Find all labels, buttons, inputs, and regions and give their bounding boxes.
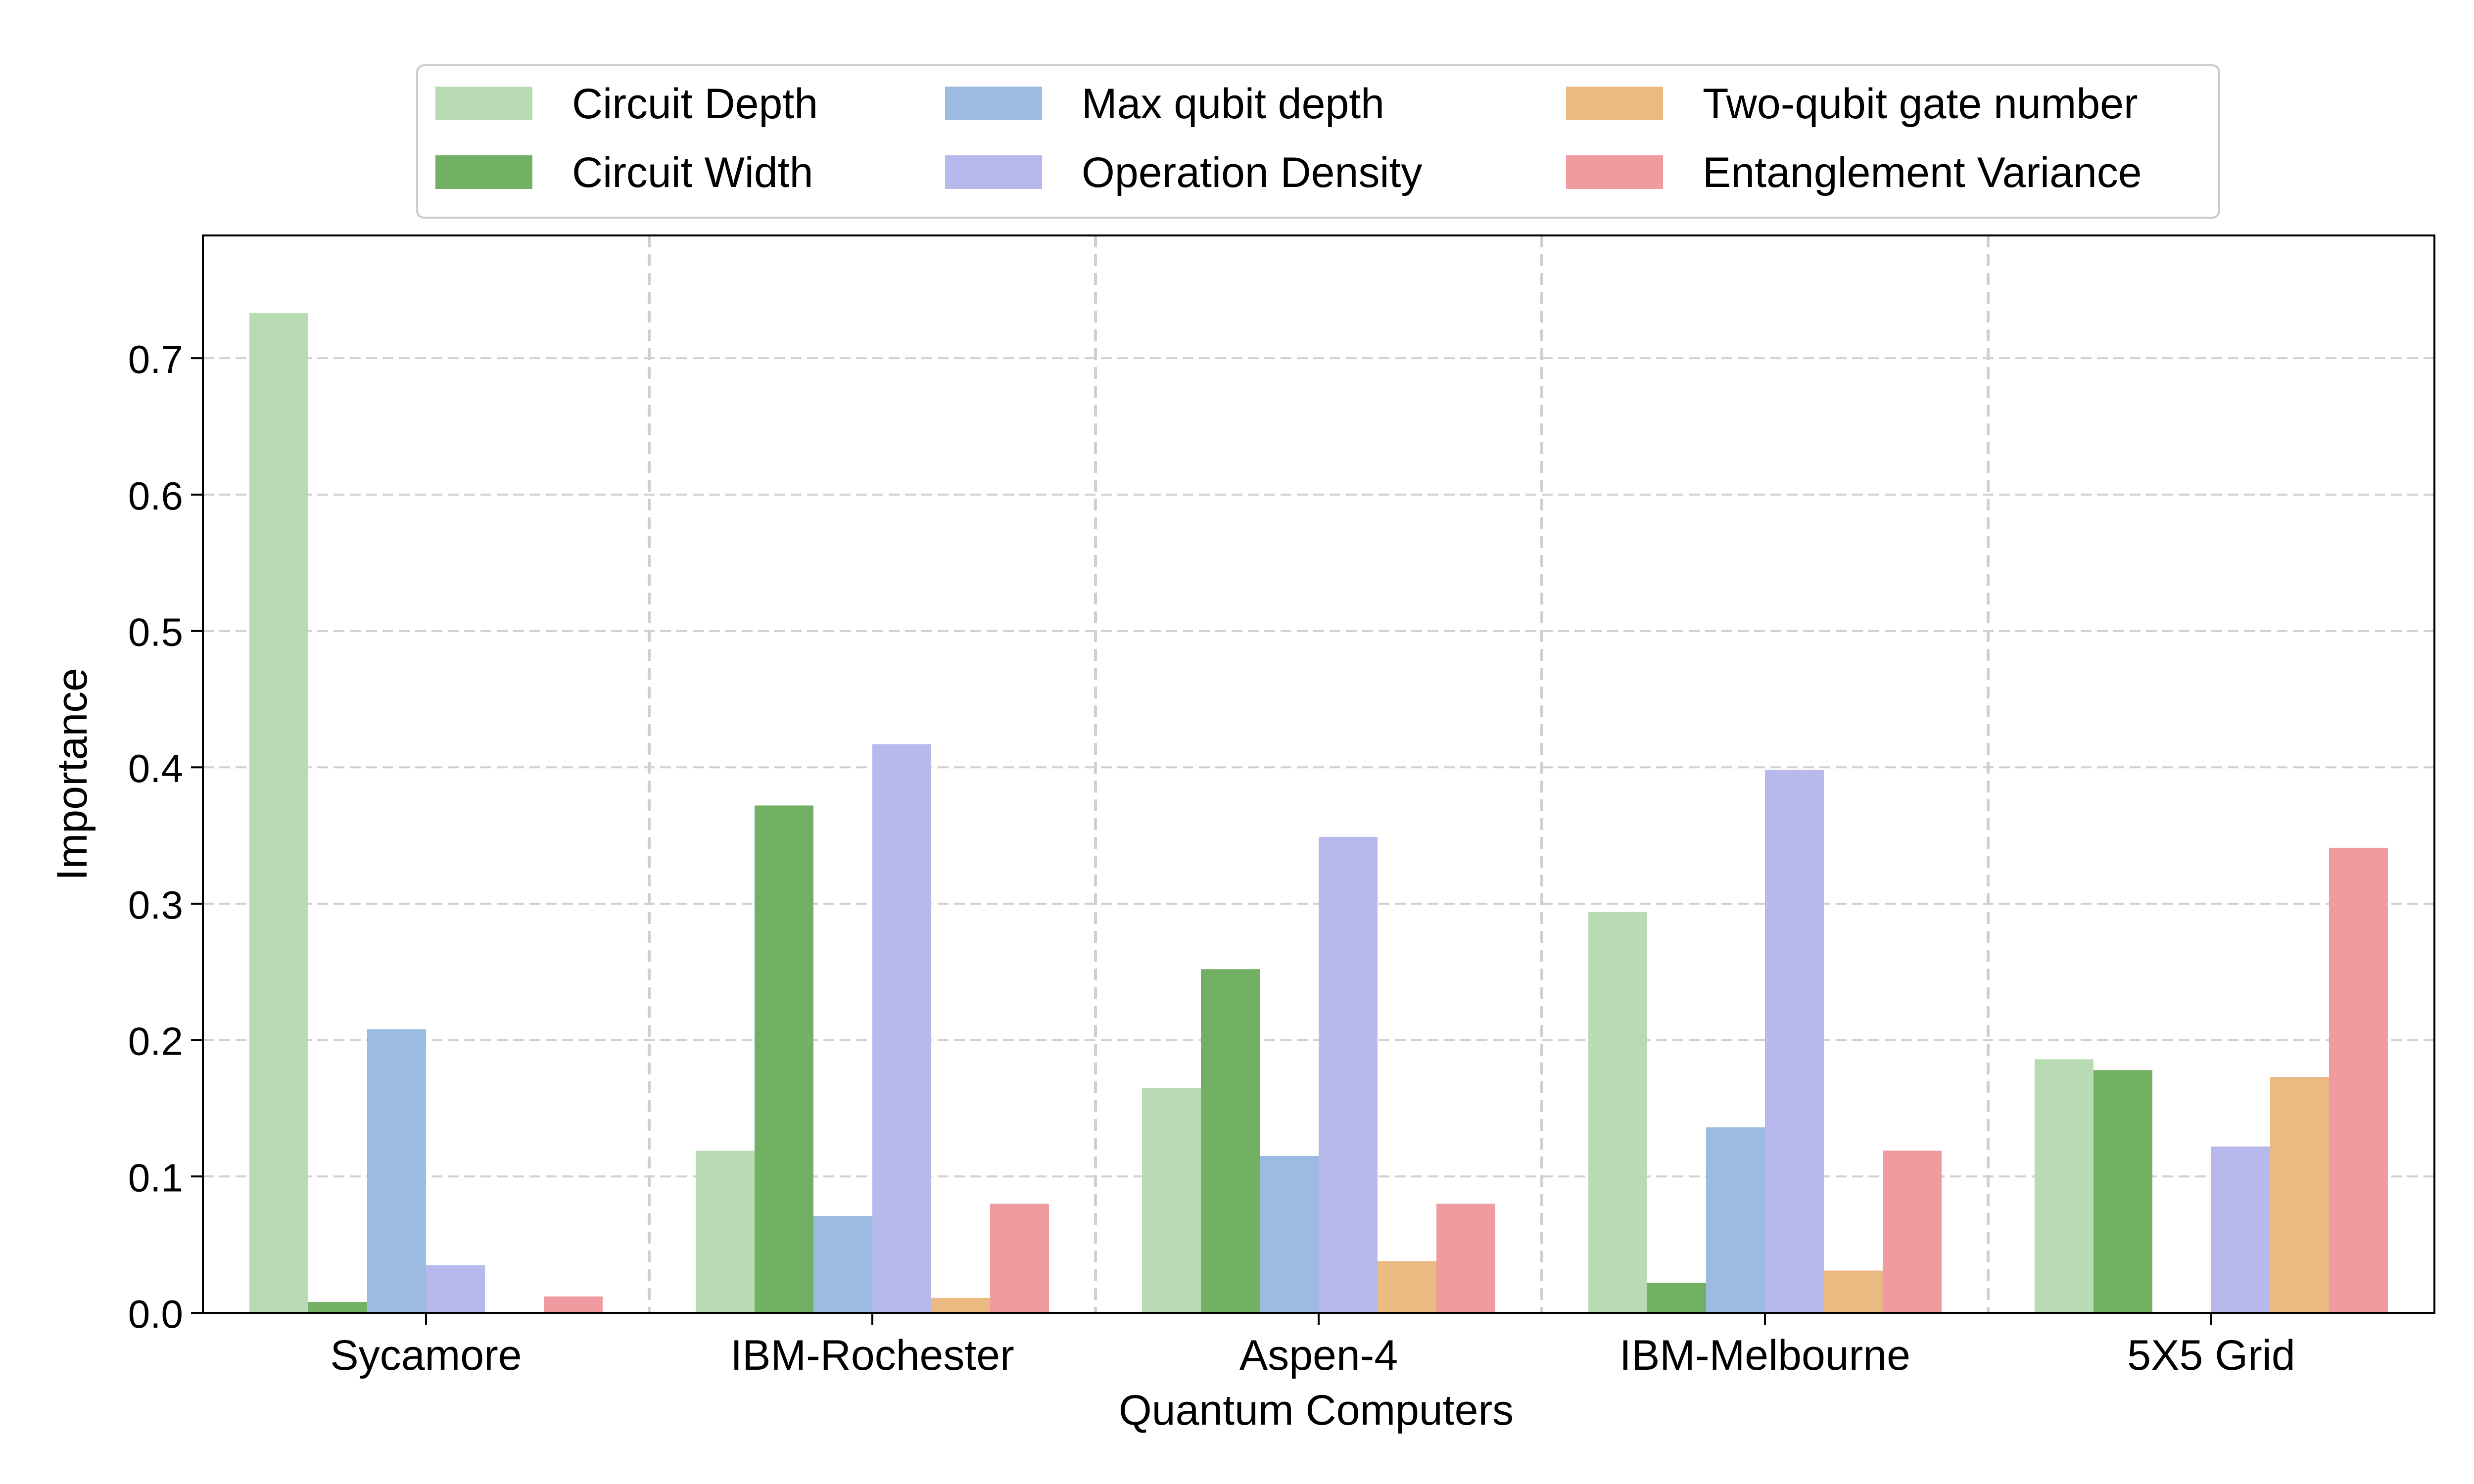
bar-circuit-width [1647,1283,1706,1313]
bar-entanglement-variance [990,1204,1049,1313]
bar-circuit-depth [1142,1088,1201,1313]
legend: Circuit Depth Circuit Width Max qubit dept… [416,64,2220,219]
y-tick-label: 0.6 [128,474,183,518]
legend-swatch [945,155,1042,189]
bar-circuit-depth [696,1150,755,1313]
y-tick-label: 0.3 [128,883,183,927]
legend-frame [416,64,2220,219]
y-tick-label: 0.1 [128,1156,183,1200]
bar-operation-density [426,1265,485,1313]
legend-label: Circuit Depth [572,80,818,128]
bar-max-qubit-depth [1706,1127,1765,1313]
bar-entanglement-variance [1883,1150,1942,1313]
legend-swatch [1566,87,1663,120]
legend-swatch [945,87,1042,120]
y-tick-label: 0.7 [128,337,183,381]
legend-swatch [1566,155,1663,189]
x-tick-label: IBM-Melbourne [1619,1332,1910,1379]
bar-operation-density [2211,1146,2270,1313]
bar-two-qubit-gate-number [2270,1077,2329,1313]
legend-label: Entanglement Variance [1703,149,2142,196]
bar-max-qubit-depth [367,1029,426,1313]
bar-circuit-width [755,805,813,1313]
legend-label: Circuit Width [572,149,813,196]
bar-two-qubit-gate-number [1824,1270,1883,1313]
bar-two-qubit-gate-number [1378,1261,1436,1313]
bar-entanglement-variance [544,1296,603,1313]
x-axis-label: Quantum Computers [1119,1387,1514,1434]
y-axis: 0.0 0.1 0.2 0.3 0.4 0.5 0.6 0.7 [128,337,203,1336]
bar-two-qubit-gate-number [931,1298,990,1313]
bar-max-qubit-depth [1260,1156,1319,1313]
bar-entanglement-variance [1436,1204,1495,1313]
bar-operation-density [872,744,931,1313]
x-tick-label: IBM-Rochester [730,1332,1014,1379]
y-tick-label: 0.0 [128,1292,183,1336]
y-tick-label: 0.4 [128,746,183,790]
legend-label: Operation Density [1082,149,1422,196]
x-tick-label: Aspen-4 [1239,1332,1398,1379]
x-axis: Sycamore IBM-Rochester Aspen-4 IBM-Melbourn… [330,1313,2295,1379]
y-axis-label: Importance [48,668,96,881]
bar-circuit-width [2093,1070,2152,1313]
x-tick-label: 5X5 Grid [2127,1332,2295,1379]
bars [249,313,2388,1313]
legend-label: Two-qubit gate number [1703,80,2138,128]
bar-operation-density [1765,770,1824,1313]
legend-label: Max qubit depth [1082,80,1384,128]
bar-circuit-depth [249,313,308,1313]
y-tick-label: 0.2 [128,1020,183,1064]
bar-operation-density [1319,836,1378,1313]
bar-circuit-depth [2035,1059,2093,1313]
x-tick-label: Sycamore [330,1332,522,1379]
bar-circuit-width [1201,969,1260,1313]
legend-swatch [435,87,532,120]
legend-swatch [435,155,532,189]
group-separators [648,235,1990,1313]
bar-entanglement-variance [2329,847,2388,1313]
bar-circuit-width [308,1301,367,1313]
bar-circuit-depth [1588,912,1647,1313]
bar-max-qubit-depth [813,1216,872,1313]
y-tick-label: 0.5 [128,610,183,654]
